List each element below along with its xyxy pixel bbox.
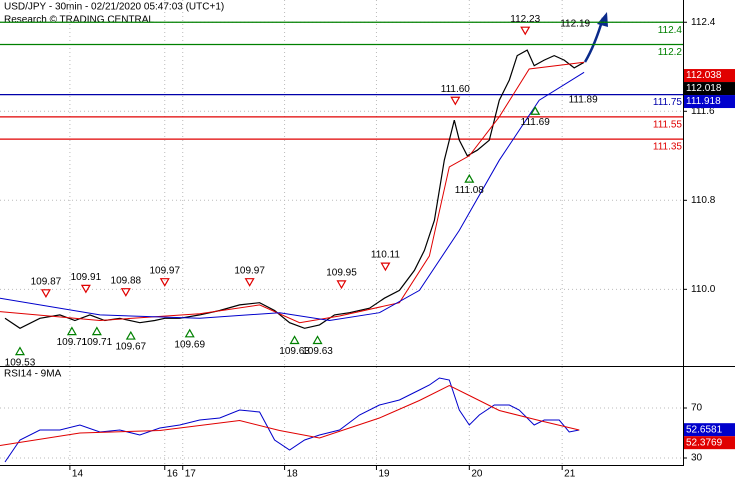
annotation-label: 111.08 [455,185,485,196]
annotation-label: 109.95 [326,268,357,279]
y-tick-label: 111.6 [691,106,715,117]
high-marker [520,26,531,36]
y-tick-label: 70 [691,403,703,414]
level-label: 111.75 [653,97,683,108]
x-tick-label: 19 [378,469,390,480]
low-marker [125,330,136,340]
level-label: 112.4 [658,25,683,36]
annotation-label: 109.63 [279,346,310,357]
annotation-label: 111.89 [569,95,599,106]
price-tag [684,95,735,109]
price-tag-label: 112.018 [686,83,722,94]
high-marker [159,278,170,287]
annotation-label: 109.71 [82,337,113,348]
x-tick-label: 17 [185,469,197,480]
high-marker [244,278,255,287]
x-tick-label: 14 [72,469,84,480]
annotation-label: 109.87 [31,276,62,287]
low-marker [91,326,102,336]
price-tag [684,423,735,437]
level-label: 112.2 [658,47,683,58]
high-marker [336,280,347,290]
price-tag-label: 111.918 [686,96,721,107]
annotation-label: 112.23 [510,14,540,25]
level-label: 111.55 [653,119,683,130]
chart-title: USD/JPY - 30min - 02/21/2020 05:47:03 (U… [4,2,224,13]
annotation-label: 110.11 [371,250,401,261]
price-tag [684,436,735,450]
x-tick-label: 20 [471,469,483,480]
price-tag-label: 52.3769 [686,437,723,448]
annotation-label: 109.63 [302,346,333,357]
low-marker [66,326,77,336]
low-marker [530,106,541,115]
price-tag-label: 52.6581 [686,424,723,435]
series-line [4,377,580,463]
high-marker [450,96,461,106]
indicator-title: RSI14 - 9MA [4,369,62,380]
annotation-label: 109.53 [5,357,36,368]
annotation-label: 111.69 [521,117,551,128]
low-marker [14,346,26,356]
price-tag-label: 112.038 [686,70,722,81]
y-tick-label: 110.0 [691,284,716,295]
annotation-label: 109.69 [174,339,205,350]
series-line [0,71,585,322]
annotation-label: 111.60 [441,84,471,95]
low-marker [289,335,300,345]
level-label: 111.35 [653,142,683,153]
annotation-label: 109.67 [116,342,147,353]
high-marker [380,262,391,272]
annotation-label: 109.71 [57,337,88,348]
y-tick-label: 30 [691,453,703,464]
low-marker [312,335,323,345]
forecast-arrowhead [597,12,608,27]
low-marker [464,173,475,183]
annotation-label: 109.97 [234,265,265,276]
x-tick-label: 21 [564,469,576,480]
series-line [0,384,580,446]
chart-subtitle: Research © TRADING CENTRAL [4,15,154,26]
x-tick-label: 16 [167,469,179,480]
high-marker [40,289,51,299]
annotation-label: 109.97 [149,265,180,276]
y-tick-label: 110.8 [691,195,716,206]
y-tick-label: 112.4 [691,17,716,28]
price-tag [684,69,735,83]
low-marker [184,328,195,338]
series-line [0,61,585,324]
annotation-label: 109.91 [71,272,102,283]
annotation-label: 109.88 [111,275,142,286]
high-marker [120,288,131,297]
high-marker [80,284,91,294]
price-tag [684,82,735,96]
annotation-label: 112.19 [560,18,590,29]
x-tick-label: 18 [287,469,299,480]
